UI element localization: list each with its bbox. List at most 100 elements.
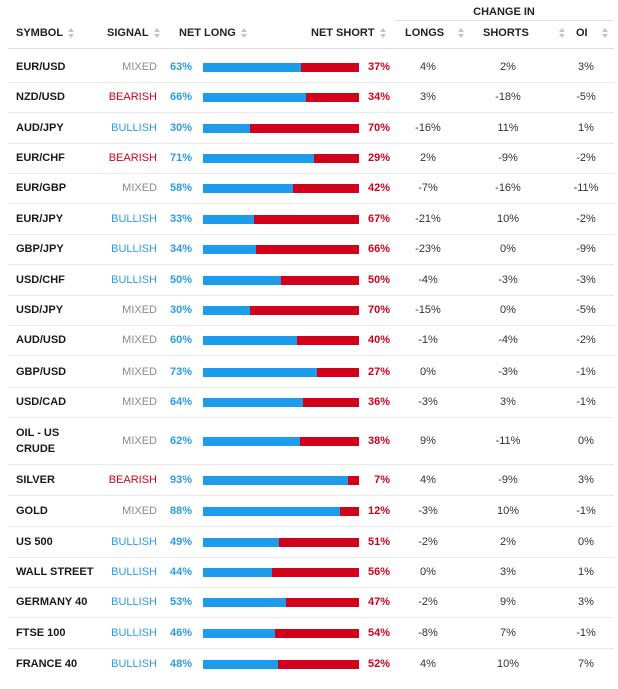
sort-icon[interactable]	[153, 27, 160, 39]
change-in-divider	[394, 20, 614, 21]
table-row[interactable]: FTSE 100 BULLISH 46% 54% -8% 7% -1%	[0, 618, 618, 648]
net-long-bar	[203, 214, 255, 224]
symbol-cell[interactable]: USD/CAD	[16, 396, 67, 408]
sort-icon[interactable]	[558, 27, 565, 39]
sort-icon[interactable]	[458, 27, 465, 39]
symbol-cell[interactable]: USD/CHF	[16, 274, 65, 286]
symbol-column-header[interactable]: SYMBOL	[16, 27, 75, 39]
net-short-bar	[299, 436, 359, 446]
symbol-cell[interactable]: OIL - US CRUDE	[16, 427, 60, 455]
table-row[interactable]: GERMANY 40 BULLISH 53% 47% -2% 9% 3%	[0, 587, 618, 617]
symbol-cell[interactable]: US 500	[16, 536, 53, 548]
symbol-cell[interactable]: GBP/JPY	[16, 243, 64, 255]
shorts-column-header[interactable]: SHORTS	[483, 27, 565, 39]
net-long-bar	[203, 335, 297, 345]
table-row[interactable]: GBP/USD MIXED 73% 27% 0% -3% -1%	[0, 357, 618, 387]
table-row[interactable]: USD/CHF BULLISH 50% 50% -4% -3% -3%	[0, 265, 618, 295]
symbol-cell[interactable]: AUD/USD	[16, 334, 67, 346]
net-short-bar	[274, 628, 359, 638]
symbol-cell[interactable]: EUR/CHF	[16, 152, 65, 164]
sentiment-bar	[203, 82, 359, 112]
longs-column-header[interactable]: LONGS	[405, 27, 465, 39]
symbol-cell[interactable]: GERMANY 40	[16, 596, 88, 608]
net-short-column-header[interactable]: NET SHORT	[311, 27, 386, 39]
sort-icon[interactable]	[240, 27, 247, 39]
sentiment-bar	[203, 143, 359, 173]
sort-icon[interactable]	[68, 27, 75, 39]
sentiment-bar	[203, 587, 359, 617]
symbol-cell[interactable]: FRANCE 40	[16, 658, 78, 670]
oi-column-header[interactable]: OI	[576, 27, 608, 39]
symbol-cell[interactable]: AUD/JPY	[16, 122, 64, 134]
net-short-bar	[277, 659, 359, 669]
row-divider	[8, 143, 614, 144]
table-row[interactable]: USD/JPY MIXED 30% 70% -15% 0% -5%	[0, 295, 618, 325]
symbol-cell[interactable]: EUR/USD	[16, 61, 66, 73]
signal-cell: MIXED	[122, 366, 157, 378]
signal-cell: BULLISH	[111, 243, 157, 255]
row-divider	[8, 325, 614, 326]
symbol-cell[interactable]: GOLD	[16, 505, 48, 517]
shorts-change-cell: 0%	[500, 243, 516, 255]
oi-change-cell: 0%	[578, 536, 594, 548]
row-divider	[8, 112, 614, 113]
net-short-bar	[249, 305, 359, 315]
table-row[interactable]: FRANCE 40 BULLISH 48% 52% 4% 10% 7%	[0, 649, 618, 679]
shorts-change-cell: -16%	[495, 182, 521, 194]
oi-change-cell: -3%	[576, 274, 596, 286]
net-short-percent: 51%	[367, 536, 390, 548]
symbol-cell[interactable]: SILVER	[16, 474, 55, 486]
oi-header-label: OI	[576, 27, 588, 39]
table-row[interactable]: US 500 BULLISH 49% 51% -2% 2% 0%	[0, 527, 618, 557]
header-divider	[8, 48, 614, 49]
net-long-column-header[interactable]: NET LONG	[179, 27, 247, 39]
symbol-cell[interactable]: USD/JPY	[16, 304, 64, 316]
shorts-change-cell: 10%	[496, 505, 520, 517]
signal-cell: BULLISH	[111, 596, 157, 608]
table-row[interactable]: NZD/USD BEARISH 66% 34% 3% -18% -5%	[0, 82, 618, 112]
shorts-change-cell: 10%	[496, 658, 520, 670]
shorts-change-cell: 7%	[500, 627, 516, 639]
table-row[interactable]: AUD/USD MIXED 60% 40% -1% -4% -2%	[0, 325, 618, 355]
symbol-cell[interactable]: GBP/USD	[16, 366, 67, 378]
signal-cell: MIXED	[122, 435, 157, 447]
net-long-percent: 73%	[169, 366, 192, 378]
sort-icon[interactable]	[601, 27, 608, 39]
table-row[interactable]: GOLD MIXED 88% 12% -3% 10% -1%	[0, 496, 618, 526]
net-long-percent: 66%	[169, 91, 192, 103]
shorts-change-cell: 0%	[500, 304, 516, 316]
signal-cell: BULLISH	[111, 122, 157, 134]
symbol-cell[interactable]: WALL STREET	[16, 566, 94, 578]
net-short-bar	[271, 567, 359, 577]
table-row[interactable]: EUR/USD MIXED 63% 37% 4% 2% 3%	[0, 52, 618, 82]
symbol-cell[interactable]: NZD/USD	[16, 91, 65, 103]
net-short-bar	[316, 367, 359, 377]
row-divider	[8, 203, 614, 204]
net-short-percent: 47%	[367, 596, 390, 608]
signal-cell: MIXED	[122, 396, 157, 408]
table-row[interactable]: EUR/CHF BEARISH 71% 29% 2% -9% -2%	[0, 143, 618, 173]
longs-change-cell: 9%	[420, 435, 436, 447]
symbol-cell[interactable]: EUR/GBP	[16, 182, 67, 194]
table-row[interactable]: EUR/JPY BULLISH 33% 67% -21% 10% -2%	[0, 204, 618, 234]
table-row[interactable]: SILVER BEARISH 93% 7% 4% -9% 3%	[0, 465, 618, 495]
table-row[interactable]: OIL - US CRUDE MIXED 62% 38% 9% -11% 0%	[0, 418, 618, 464]
symbol-cell[interactable]: FTSE 100	[16, 627, 66, 639]
shorts-change-cell: 2%	[500, 61, 516, 73]
table-row[interactable]: USD/CAD MIXED 64% 36% -3% 3% -1%	[0, 387, 618, 417]
row-divider	[8, 173, 614, 174]
oi-change-cell: 3%	[578, 474, 594, 486]
symbol-cell[interactable]: EUR/JPY	[16, 213, 64, 225]
net-long-percent: 88%	[169, 505, 192, 517]
net-short-bar	[279, 537, 359, 547]
table-row[interactable]: GBP/JPY BULLISH 34% 66% -23% 0% -9%	[0, 234, 618, 264]
oi-change-cell: 3%	[578, 596, 594, 608]
signal-cell: BULLISH	[111, 658, 157, 670]
table-row[interactable]: AUD/JPY BULLISH 30% 70% -16% 11% 1%	[0, 113, 618, 143]
sentiment-bar	[203, 113, 359, 143]
signal-column-header[interactable]: SIGNAL	[107, 27, 160, 39]
table-row[interactable]: WALL STREET BULLISH 44% 56% 0% 3% 1%	[0, 557, 618, 587]
table-row[interactable]: EUR/GBP MIXED 58% 42% -7% -16% -11%	[0, 173, 618, 203]
sort-icon[interactable]	[379, 27, 386, 39]
